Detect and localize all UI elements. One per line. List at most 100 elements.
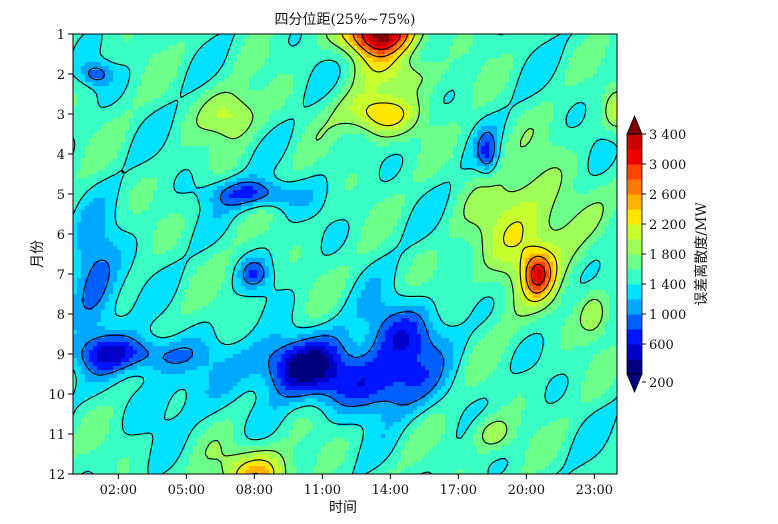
- contour-cell: [169, 94, 174, 99]
- contour-cell: [613, 114, 617, 119]
- contour-cell: [177, 102, 182, 107]
- contour-cell: [561, 110, 566, 115]
- contour-cell: [397, 106, 402, 111]
- contour-cell: [469, 78, 474, 83]
- contour-cell: [613, 42, 617, 47]
- contour-cell: [409, 94, 414, 99]
- contour-cell: [433, 122, 438, 127]
- contour-cell: [257, 106, 262, 111]
- contour-cell: [441, 106, 446, 111]
- contour-cell: [77, 34, 82, 39]
- contour-cell: [77, 166, 82, 171]
- contour-cell: [445, 142, 450, 147]
- contour-cell: [401, 118, 406, 123]
- contour-cell: [121, 142, 126, 147]
- contour-cell: [289, 90, 294, 95]
- contour-cell: [497, 146, 502, 151]
- contour-cell: [433, 154, 438, 159]
- contour-cell: [357, 130, 362, 135]
- contour-cell: [593, 158, 598, 163]
- contour-cell: [453, 54, 458, 59]
- contour-cell: [577, 114, 582, 119]
- contour-cell: [233, 74, 238, 79]
- contour-cell: [357, 94, 362, 99]
- contour-cell: [169, 58, 174, 63]
- contour-cell: [89, 126, 94, 131]
- contour-cell: [493, 142, 498, 147]
- contour-cell: [197, 126, 202, 131]
- contour-cell: [549, 82, 554, 87]
- contour-cell: [381, 94, 386, 99]
- contour-cell: [613, 174, 617, 179]
- contour-cell: [185, 90, 190, 95]
- contour-cell: [261, 162, 266, 167]
- contour-cell: [349, 170, 354, 175]
- contour-cell: [289, 86, 294, 91]
- contour-cell: [113, 150, 118, 155]
- contour-cell: [401, 38, 406, 43]
- contour-cell: [165, 86, 170, 91]
- contour-cell: [533, 78, 538, 83]
- contour-cell: [433, 130, 438, 135]
- contour-cell: [117, 158, 122, 163]
- contour-cell: [533, 82, 538, 87]
- contour-cell: [101, 42, 106, 47]
- contour-cell: [137, 170, 142, 175]
- contour-cell: [601, 114, 606, 119]
- contour-cell: [273, 50, 278, 55]
- contour-cell: [409, 162, 414, 167]
- contour-cell: [417, 78, 422, 83]
- contour-cell: [525, 134, 530, 139]
- contour-cell: [277, 126, 282, 131]
- contour-cell: [341, 70, 346, 75]
- contour-cell: [385, 130, 390, 135]
- contour-cell: [169, 34, 174, 39]
- contour-cell: [301, 86, 306, 91]
- contour-cell: [529, 154, 534, 159]
- contour-cell: [321, 58, 326, 63]
- contour-cell: [425, 138, 430, 143]
- contour-cell: [145, 74, 150, 79]
- contour-cell: [305, 34, 310, 39]
- contour-cell: [549, 62, 554, 67]
- contour-cell: [81, 110, 86, 115]
- contour-cell: [321, 38, 326, 43]
- contour-cell: [93, 142, 98, 147]
- contour-cell: [309, 130, 314, 135]
- contour-cell: [589, 78, 594, 83]
- contour-cell: [73, 94, 78, 99]
- contour-cell: [153, 78, 158, 83]
- contour-cell: [137, 66, 142, 71]
- contour-cell: [133, 38, 138, 43]
- contour-cell: [85, 134, 90, 139]
- contour-cell: [393, 70, 398, 75]
- contour-cell: [221, 162, 226, 167]
- contour-cell: [393, 126, 398, 131]
- contour-cell: [493, 166, 498, 171]
- contour-cell: [225, 50, 230, 55]
- contour-cell: [397, 122, 402, 127]
- contour-cell: [365, 122, 370, 127]
- contour-cell: [377, 50, 382, 55]
- contour-cell: [257, 130, 262, 135]
- contour-cell: [353, 118, 358, 123]
- contour-cell: [245, 158, 250, 163]
- contour-cell: [493, 154, 498, 159]
- contour-cell: [573, 106, 578, 111]
- contour-cell: [305, 50, 310, 55]
- contour-cell: [525, 154, 530, 159]
- contour-cell: [81, 122, 86, 127]
- contour-cell: [125, 78, 130, 83]
- contour-cell: [553, 158, 558, 163]
- contour-cell: [589, 122, 594, 127]
- contour-cell: [153, 94, 158, 99]
- contour-cell: [137, 50, 142, 55]
- contour-cell: [225, 42, 230, 47]
- contour-cell: [213, 166, 218, 171]
- contour-cell: [445, 58, 450, 63]
- contour-cell: [321, 134, 326, 139]
- contour-cell: [361, 102, 366, 107]
- contour-cell: [429, 142, 434, 147]
- contour-cell: [561, 82, 566, 87]
- contour-cell: [125, 118, 130, 123]
